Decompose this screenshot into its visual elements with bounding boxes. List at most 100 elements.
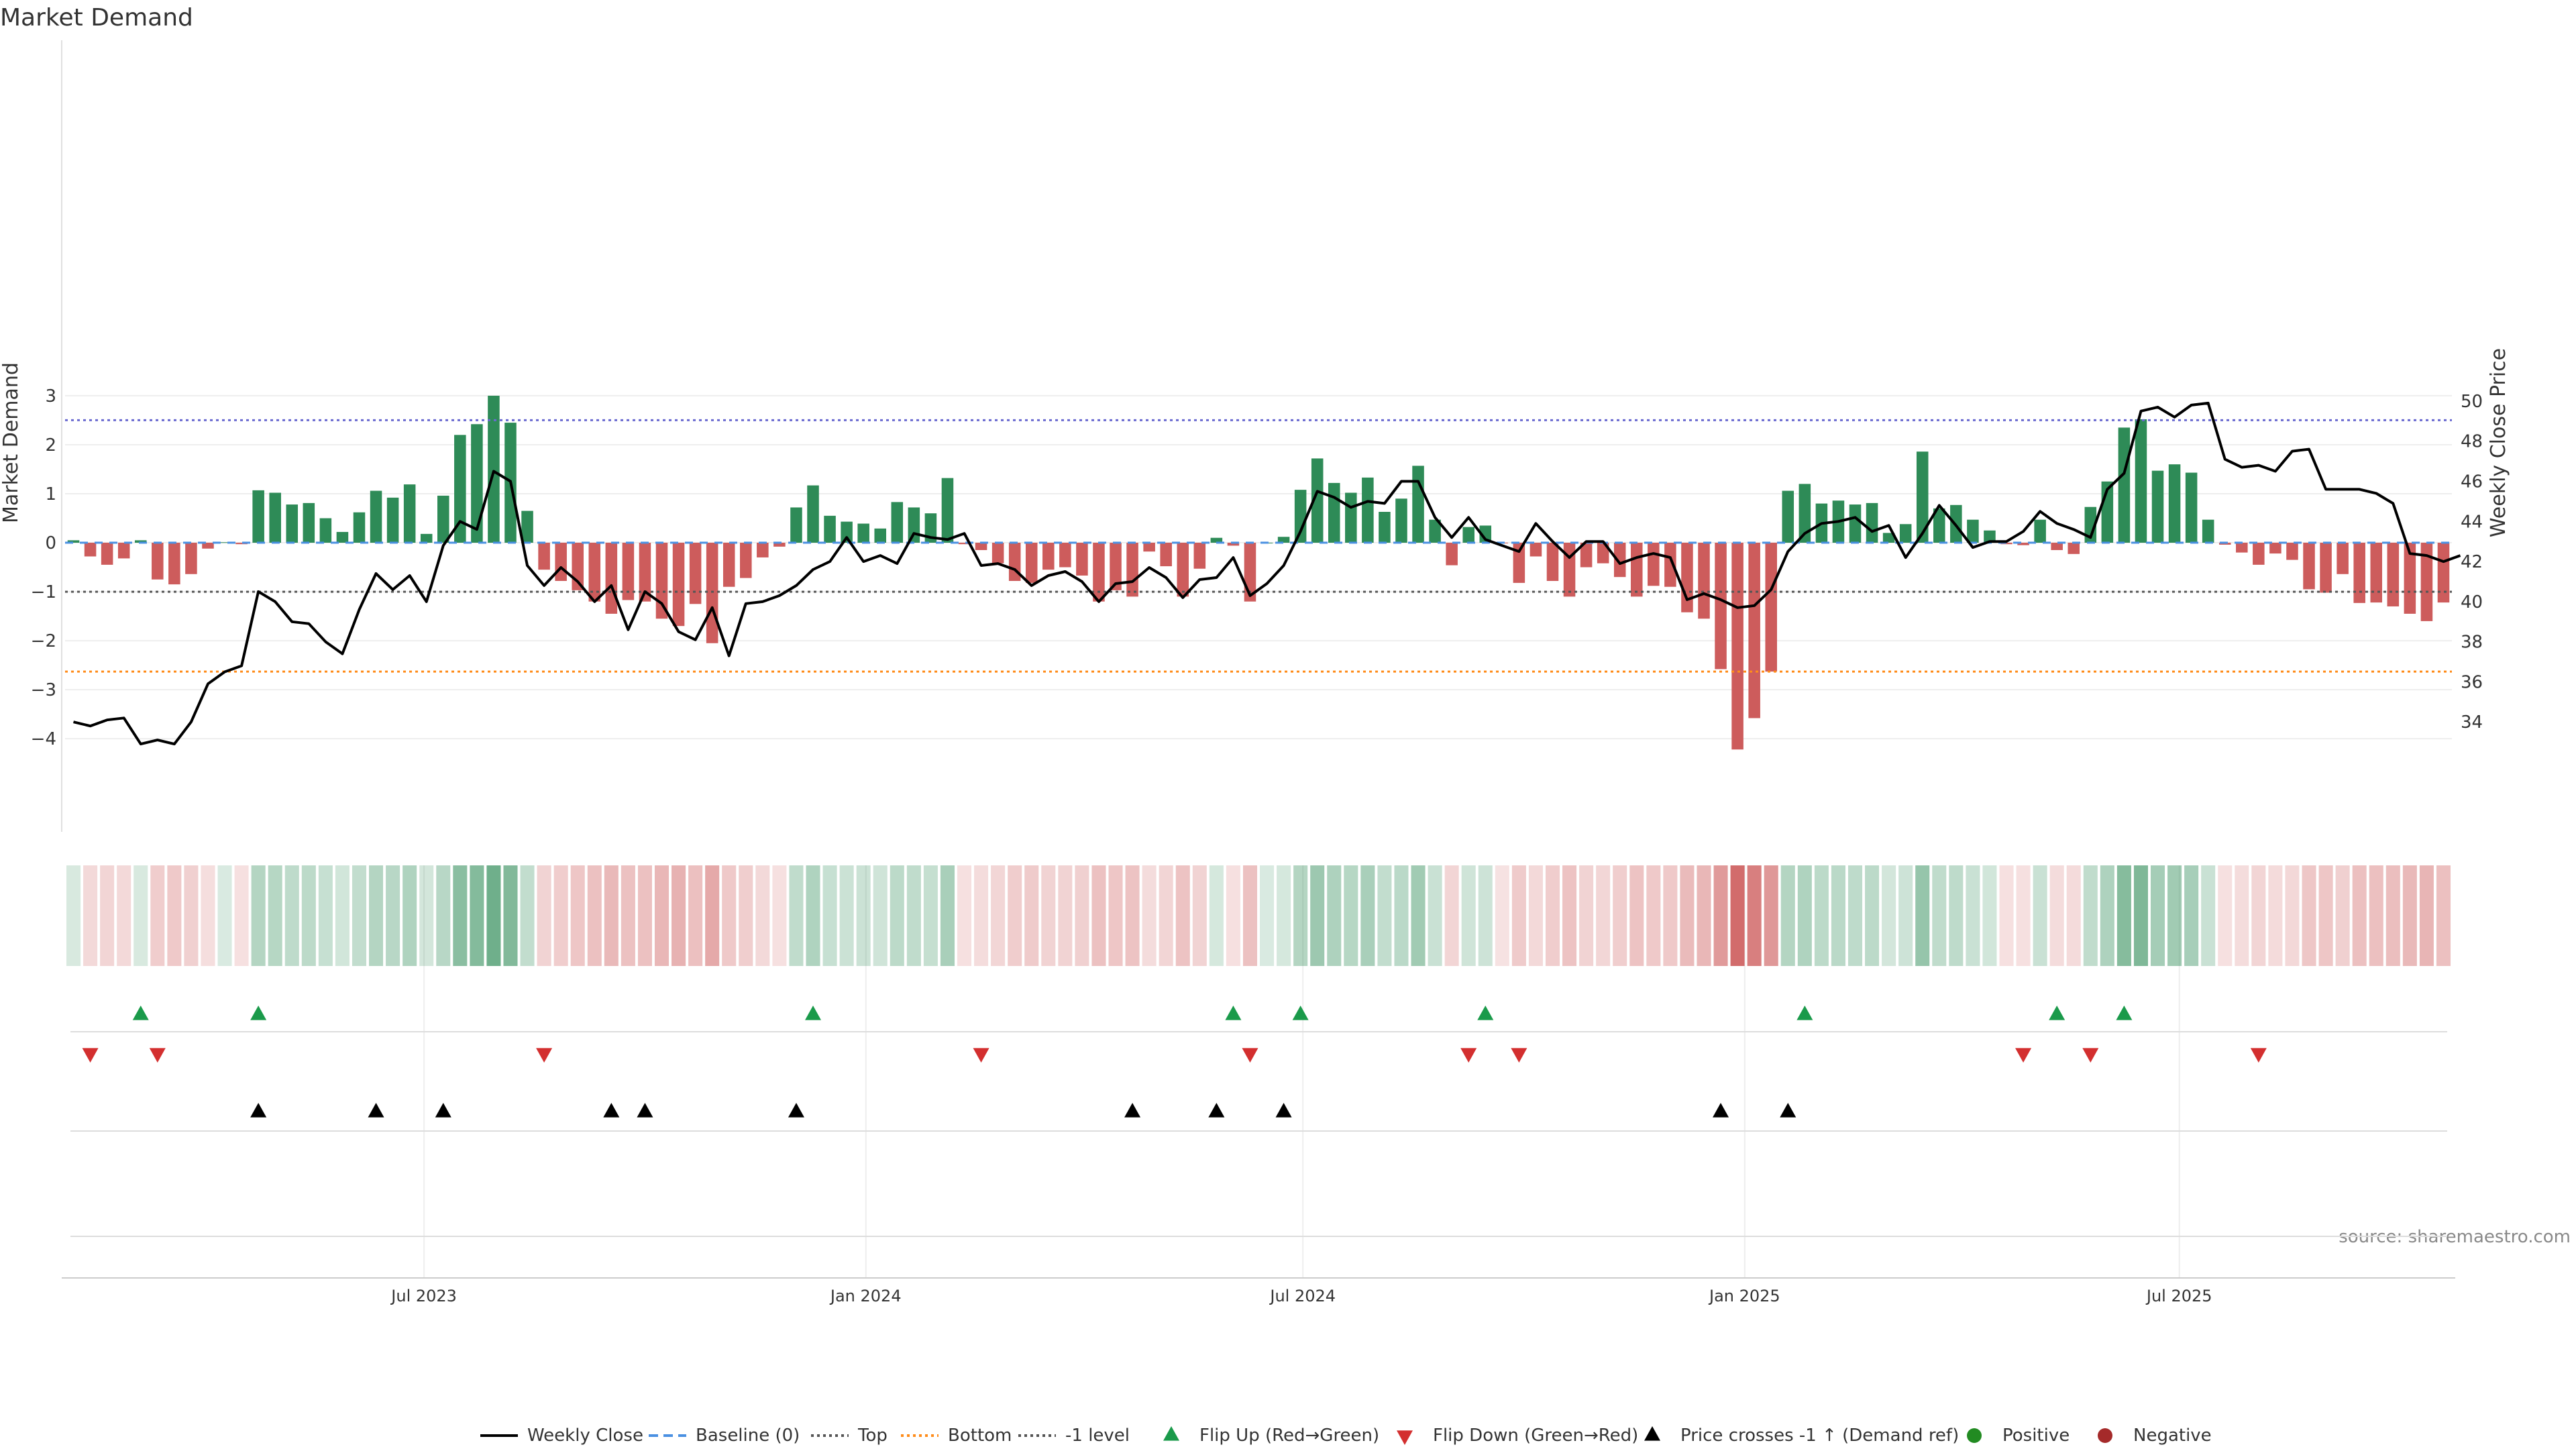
demand-bar bbox=[2286, 543, 2298, 560]
price-cross-marker bbox=[1208, 1103, 1225, 1118]
x-tick-label: Jul 2025 bbox=[2145, 1287, 2212, 1305]
demand-bar bbox=[235, 543, 248, 545]
demand-bar bbox=[1277, 537, 1290, 543]
heat-cell bbox=[537, 865, 551, 966]
y2-tick-label: 48 bbox=[2461, 432, 2483, 452]
heat-cell bbox=[486, 865, 501, 966]
flip-up-marker bbox=[1292, 1006, 1309, 1020]
heat-cell bbox=[974, 865, 989, 966]
heat-cell bbox=[1646, 865, 1661, 966]
heat-cell bbox=[1797, 865, 1812, 966]
heat-cell bbox=[2335, 865, 2350, 966]
demand-bar bbox=[2253, 543, 2265, 565]
heat-cell bbox=[301, 865, 316, 966]
y-tick-label: −4 bbox=[31, 729, 56, 749]
demand-bar bbox=[471, 424, 483, 543]
heat-cell bbox=[2369, 865, 2383, 966]
demand-bar bbox=[1648, 543, 1660, 586]
heat-cell bbox=[419, 865, 434, 966]
demand-bar bbox=[1227, 543, 1240, 546]
heat-cell bbox=[2251, 865, 2266, 966]
demand-bar bbox=[740, 543, 752, 578]
demand-bar bbox=[2202, 519, 2214, 543]
demand-bar bbox=[269, 492, 281, 543]
heat-cell bbox=[1898, 865, 1913, 966]
demand-bar bbox=[521, 511, 533, 543]
heat-cell bbox=[806, 865, 820, 966]
legend-label: Top bbox=[857, 1426, 888, 1446]
heat-cell bbox=[822, 865, 837, 966]
heat-cell bbox=[268, 865, 282, 966]
legend-swatch bbox=[1644, 1426, 1660, 1441]
heat-cell bbox=[2385, 865, 2400, 966]
heat-cell bbox=[1192, 865, 1207, 966]
legend-label: Positive bbox=[2002, 1426, 2070, 1446]
demand-bar bbox=[1866, 502, 1878, 543]
demand-bar bbox=[1345, 492, 1357, 543]
demand-bar bbox=[991, 543, 1004, 564]
heat-cell bbox=[1008, 865, 1022, 966]
heat-cell bbox=[1511, 865, 1526, 966]
demand-bar bbox=[2151, 470, 2164, 543]
y-tick-label: −2 bbox=[31, 631, 56, 651]
flip-up-marker bbox=[132, 1006, 149, 1020]
demand-bar bbox=[1681, 543, 1693, 612]
demand-bar bbox=[1210, 537, 1223, 543]
demand-bar bbox=[1882, 533, 1895, 543]
demand-bar bbox=[1664, 543, 1676, 587]
demand-bar bbox=[1715, 543, 1727, 669]
heat-cell bbox=[1528, 865, 1543, 966]
heat-cell bbox=[251, 865, 266, 966]
legend-label: Flip Down (Green→Red) bbox=[1433, 1426, 1638, 1446]
demand-bar bbox=[2236, 543, 2248, 553]
heat-cell bbox=[2116, 865, 2131, 966]
heat-cell bbox=[1915, 865, 1930, 966]
demand-bar bbox=[1799, 484, 1811, 543]
heat-cell bbox=[672, 865, 686, 966]
heat-cell bbox=[436, 865, 451, 966]
demand-bar bbox=[857, 523, 869, 543]
y2-tick-label: 38 bbox=[2461, 633, 2483, 653]
demand-bar bbox=[454, 435, 466, 543]
demand-bar bbox=[2437, 543, 2450, 603]
heat-cell bbox=[335, 865, 350, 966]
heat-cell bbox=[1108, 865, 1123, 966]
heat-cell bbox=[520, 865, 535, 966]
demand-bar bbox=[185, 543, 197, 574]
demand-bar bbox=[538, 543, 550, 570]
demand-bar bbox=[437, 495, 449, 543]
demand-bar bbox=[67, 540, 80, 543]
demand-bar bbox=[101, 543, 113, 565]
demand-bar bbox=[1765, 543, 1777, 672]
demand-bar bbox=[2051, 543, 2063, 550]
demand-bar bbox=[1412, 466, 1424, 543]
heat-cell bbox=[386, 865, 400, 966]
y2-tick-label: 42 bbox=[2461, 552, 2483, 572]
demand-bar bbox=[689, 543, 702, 604]
demand-bar bbox=[1042, 543, 1055, 570]
heat-cell bbox=[1344, 865, 1358, 966]
heat-cell bbox=[1865, 865, 1880, 966]
heat-cell bbox=[2201, 865, 2216, 966]
demand-bar bbox=[420, 533, 433, 543]
heat-cell bbox=[755, 865, 770, 966]
heat-cell bbox=[1041, 865, 1056, 966]
demand-bar bbox=[2084, 506, 2097, 543]
heat-cell bbox=[1478, 865, 1493, 966]
demand-bar bbox=[588, 543, 601, 602]
demand-bar bbox=[1580, 543, 1593, 568]
demand-bar bbox=[1462, 527, 1474, 543]
demand-bar bbox=[757, 543, 769, 557]
demand-bar bbox=[790, 507, 802, 543]
price-cross-marker bbox=[637, 1103, 653, 1118]
demand-bar bbox=[2320, 543, 2332, 593]
demand-bar bbox=[1429, 519, 1441, 543]
price-cross-marker bbox=[603, 1103, 620, 1118]
heat-cell bbox=[1075, 865, 1089, 966]
demand-bar bbox=[975, 543, 987, 550]
demand-bar bbox=[1160, 543, 1172, 567]
demand-bar bbox=[1916, 451, 1929, 543]
heat-cell bbox=[2184, 865, 2199, 966]
demand-bar bbox=[2118, 427, 2131, 543]
demand-bar bbox=[1529, 543, 1542, 557]
